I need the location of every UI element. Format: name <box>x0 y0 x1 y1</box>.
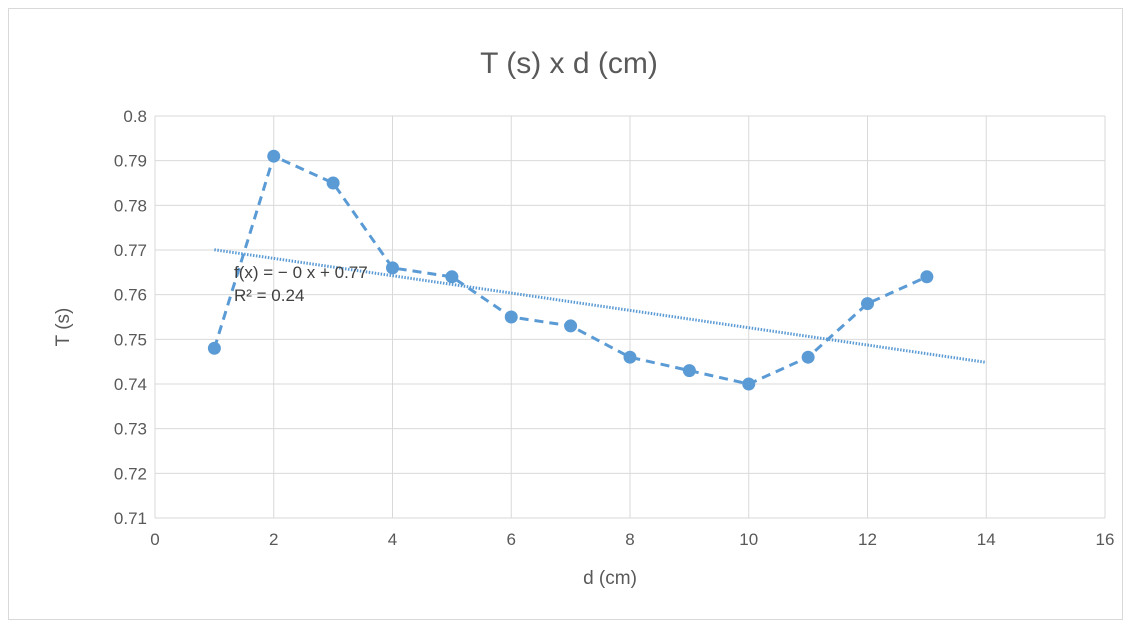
y-axis-title: T (s) <box>53 308 74 347</box>
x-tick-label: 10 <box>739 530 758 549</box>
trendline-layer <box>214 248 987 364</box>
y-tick-label: 0.72 <box>114 464 147 483</box>
data-point <box>386 261 399 275</box>
y-tick-label: 0.77 <box>114 241 147 260</box>
y-tick-label: 0.8 <box>123 107 147 126</box>
y-tick-label: 0.78 <box>114 196 147 215</box>
series-layer <box>207 149 934 391</box>
chart-title: T (s) x d (cm) <box>480 47 658 80</box>
data-point <box>801 350 815 364</box>
chart-frame: 0 2 4 6 8 10 12 14 16 0.71 0.72 0.73 0.74 0.75 0.76 0.7… <box>8 8 1123 620</box>
data-point <box>504 310 518 324</box>
data-point <box>623 350 637 364</box>
x-tick-label: 0 <box>150 530 159 549</box>
data-point <box>742 377 756 391</box>
y-tick-label: 0.73 <box>114 420 147 439</box>
data-point <box>564 319 578 333</box>
data-point <box>326 176 340 190</box>
data-point <box>861 297 874 311</box>
x-tick-label: 2 <box>269 530 278 549</box>
grid-lines <box>154 115 1106 519</box>
trendline-r-squared: R² = 0.24 <box>234 286 304 305</box>
trendline-equation: f(x) = − 0 x + 0.77 <box>234 263 368 282</box>
x-tick-label: 8 <box>625 530 634 549</box>
y-tick-label: 0.76 <box>114 286 147 305</box>
x-tick-label: 16 <box>1096 530 1115 549</box>
data-point <box>920 270 934 284</box>
tick-labels: 0 2 4 6 8 10 12 14 16 0.71 0.72 0.73 0.74 0.75 0.76 0.7… <box>114 107 1115 549</box>
data-point <box>207 341 221 355</box>
x-tick-label: 4 <box>388 530 397 549</box>
x-tick-label: 14 <box>977 530 996 549</box>
x-axis-title: d (cm) <box>583 568 637 589</box>
scatter-chart: 0 2 4 6 8 10 12 14 16 0.71 0.72 0.73 0.74 0.75 0.76 0.7… <box>53 47 1115 589</box>
y-tick-label: 0.71 <box>114 509 147 528</box>
y-tick-label: 0.79 <box>114 152 147 171</box>
y-tick-label: 0.74 <box>114 375 147 394</box>
x-tick-label: 12 <box>858 530 877 549</box>
data-point <box>267 149 281 163</box>
y-tick-label: 0.75 <box>114 330 147 349</box>
data-point <box>682 364 696 378</box>
data-point <box>445 270 459 284</box>
x-tick-label: 6 <box>507 530 516 549</box>
trendline <box>214 248 987 364</box>
